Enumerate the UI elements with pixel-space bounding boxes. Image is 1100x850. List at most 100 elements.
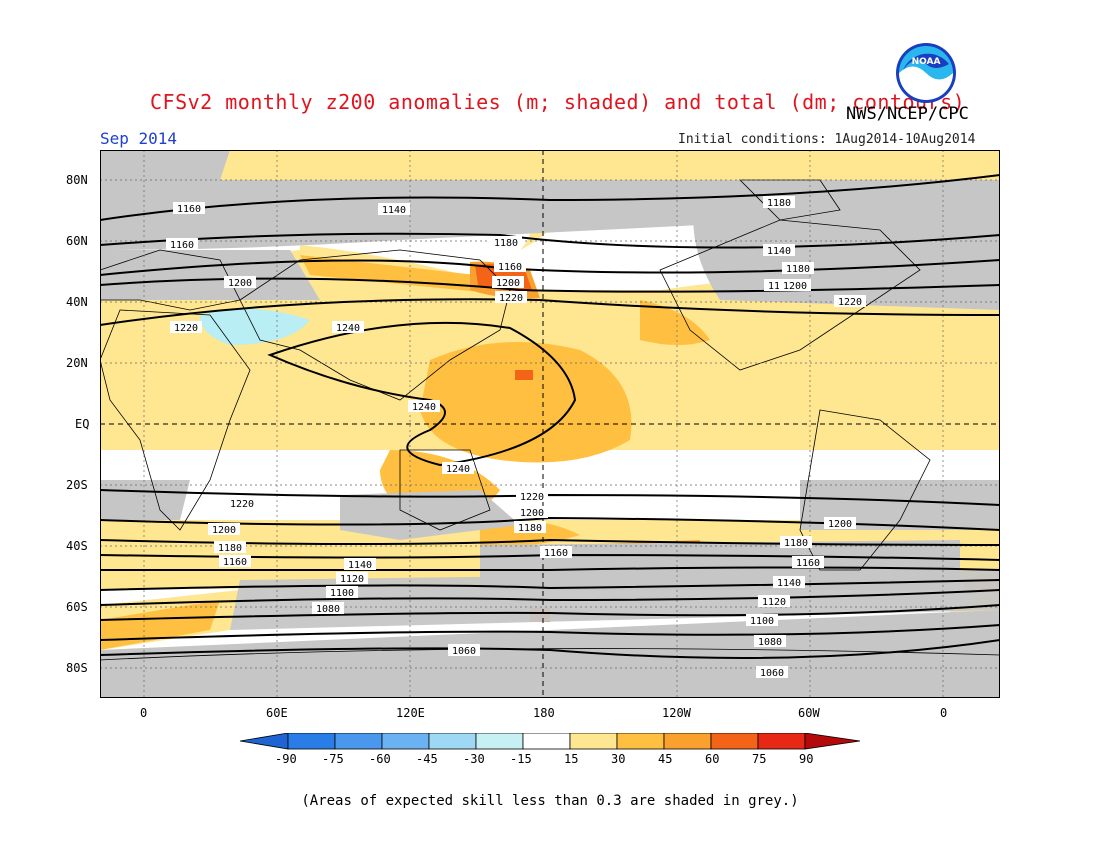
svg-text:1220: 1220: [174, 323, 198, 334]
svg-text:1200: 1200: [228, 278, 252, 289]
contour-label: 1140: [773, 576, 805, 589]
contour-label: 1180: [214, 541, 246, 554]
contour-label: 1100: [746, 614, 778, 627]
colorbar-label: 30: [611, 752, 626, 766]
colorbar-right-arrow: [804, 733, 861, 750]
svg-text:1200: 1200: [496, 278, 520, 289]
svg-text:1160: 1160: [177, 204, 201, 215]
svg-text:1140: 1140: [348, 560, 372, 571]
colorbar-bin: [428, 733, 477, 750]
svg-text:1240: 1240: [446, 464, 470, 475]
contour-label: 1240: [442, 462, 474, 475]
forecast-month: Sep 2014: [100, 129, 178, 148]
contour-label: 1200: [824, 517, 856, 530]
noaa-logo: NOAA: [896, 43, 956, 103]
contour-label: 1140: [344, 558, 376, 571]
colorbar-bin: [334, 733, 383, 750]
colorbar-label: 15: [564, 752, 579, 766]
lon-label: 0: [140, 706, 148, 720]
svg-text:1180: 1180: [786, 264, 810, 275]
colorbar-bin: [710, 733, 759, 750]
svg-text:1200: 1200: [783, 281, 807, 292]
colorbar-bin: [569, 733, 618, 750]
colorbar-label: -90: [275, 752, 297, 766]
contour-label: 1240: [408, 400, 440, 413]
contour-label: 1160: [219, 555, 251, 568]
lat-label: 40S: [66, 539, 88, 553]
svg-text:1200: 1200: [212, 525, 236, 536]
svg-text:1180: 1180: [494, 238, 518, 249]
svg-text:1240: 1240: [412, 402, 436, 413]
svg-text:1160: 1160: [170, 240, 194, 251]
contour-label: 1220: [495, 291, 527, 304]
contour-label: 1160: [540, 546, 572, 559]
svg-text:1200: 1200: [520, 508, 544, 519]
contour-label: 1120: [758, 595, 790, 608]
colorbar: [240, 733, 861, 750]
initial-conditions: Initial conditions: 1Aug2014-10Aug2014: [678, 132, 976, 147]
contour-label: 1200: [224, 276, 256, 289]
lat-label: 80N: [66, 173, 88, 187]
svg-text:1060: 1060: [452, 646, 476, 657]
contour-label: 1220: [226, 497, 258, 510]
svg-text:1140: 1140: [382, 205, 406, 216]
contour-label: 1080: [312, 602, 344, 615]
svg-text:1180: 1180: [784, 538, 808, 549]
lat-label: EQ: [75, 417, 90, 431]
contour-label: 1060: [448, 644, 480, 657]
colorbar-bin: [381, 733, 430, 750]
colorbar-bin: [522, 733, 571, 750]
contour-label: 1060: [756, 666, 788, 679]
lon-label: 60W: [798, 706, 820, 720]
noaa-logo-text: NOAA: [912, 57, 941, 67]
contour-label: 1200: [492, 276, 524, 289]
svg-text:1140: 1140: [777, 578, 801, 589]
contour-label: 1180: [780, 536, 812, 549]
contour-label: 1100: [326, 586, 358, 599]
contour-label: 1140: [763, 244, 795, 257]
lon-label: 120W: [662, 706, 691, 720]
svg-text:1100: 1100: [750, 616, 774, 627]
svg-text:1160: 1160: [223, 557, 247, 568]
contour-label: 1220: [834, 295, 866, 308]
contour-label: 1180: [514, 521, 546, 534]
svg-text:1080: 1080: [316, 604, 340, 615]
svg-text:1180: 1180: [218, 543, 242, 554]
svg-text:1120: 1120: [340, 574, 364, 585]
contour-label: 1220: [170, 321, 202, 334]
contour-label: 1160: [494, 260, 526, 273]
svg-text:1240: 1240: [336, 323, 360, 334]
colorbar-bin: [757, 733, 806, 750]
svg-text:1160: 1160: [498, 262, 522, 273]
skill-footnote: (Areas of expected skill less than 0.3 a…: [301, 793, 799, 809]
svg-text:1180: 1180: [518, 523, 542, 534]
lat-label: 20S: [66, 478, 88, 492]
svg-text:1220: 1220: [499, 293, 523, 304]
contour-label: 1160: [173, 202, 205, 215]
svg-text:1120: 1120: [762, 597, 786, 608]
colorbar-label: -60: [369, 752, 391, 766]
svg-text:1220: 1220: [230, 499, 254, 510]
equator-dateline: [100, 150, 1000, 698]
colorbar-left-arrow: [240, 733, 289, 750]
svg-text:1140: 1140: [767, 246, 791, 257]
svg-text:1180: 1180: [767, 198, 791, 209]
contour-label: 1160: [792, 556, 824, 569]
contour-label: 1200: [779, 279, 811, 292]
svg-text:1200: 1200: [828, 519, 852, 530]
contour-label: 1180: [763, 196, 795, 209]
contour-label: 1140: [378, 203, 410, 216]
colorbar-bin: [663, 733, 712, 750]
lon-label: 120E: [396, 706, 425, 720]
anomaly-map: 1160 1140 1180 1160 1180 1140 1160 1200 …: [100, 150, 1000, 698]
svg-text:1080: 1080: [758, 637, 782, 648]
contour-label: 1120: [336, 572, 368, 585]
anomaly-neg-15-30-shading: [200, 308, 310, 345]
contour-label: 1180: [782, 262, 814, 275]
contour-label: 1240: [332, 321, 364, 334]
svg-text:1220: 1220: [838, 297, 862, 308]
svg-text:1160: 1160: [544, 548, 568, 559]
contour-label: 1180: [490, 236, 522, 249]
colorbar-bin: [287, 733, 336, 750]
colorbar-label: -30: [463, 752, 485, 766]
